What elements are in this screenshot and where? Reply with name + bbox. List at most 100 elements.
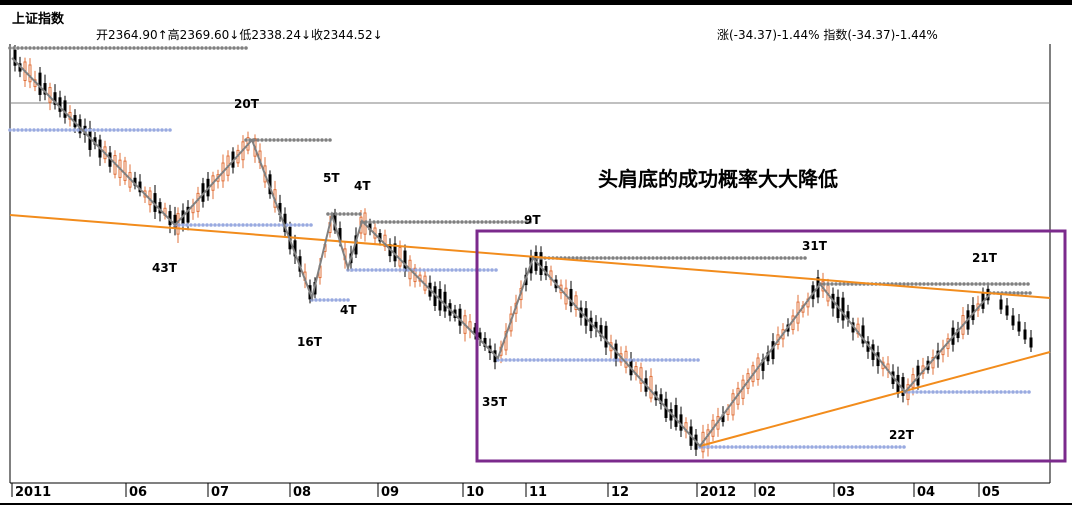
candle-body	[649, 375, 653, 399]
support-dot	[301, 223, 305, 227]
resistance-dot	[152, 46, 156, 50]
resistance-dot	[204, 46, 208, 50]
support-dot	[786, 445, 790, 449]
resistance-dot	[424, 220, 428, 224]
support-dot	[774, 445, 778, 449]
support-dot	[939, 390, 943, 394]
candle-body	[13, 49, 17, 66]
support-dot	[971, 390, 975, 394]
support-dot	[496, 358, 500, 362]
resistance-dot	[8, 46, 12, 50]
uptrend-line	[699, 351, 1051, 447]
support-dot	[128, 128, 132, 132]
candle-body	[771, 341, 775, 360]
support-dot	[201, 223, 205, 227]
resistance-dot	[476, 220, 480, 224]
resistance-dot	[647, 256, 651, 260]
resistance-dot	[799, 256, 803, 260]
resistance-dot	[715, 256, 719, 260]
resistance-dot	[40, 46, 44, 50]
support-dot	[12, 128, 16, 132]
support-dot	[124, 128, 128, 132]
resistance-dot	[615, 256, 619, 260]
support-dot	[326, 298, 330, 302]
support-dot	[390, 268, 394, 272]
support-dot	[528, 358, 532, 362]
resistance-dot	[440, 220, 444, 224]
candle-body	[604, 325, 608, 348]
support-dot	[608, 358, 612, 362]
support-dot	[898, 445, 902, 449]
resistance-dot	[695, 256, 699, 260]
resistance-dot	[962, 282, 966, 286]
support-dot	[422, 268, 426, 272]
support-dot	[358, 268, 362, 272]
resistance-dot	[520, 220, 524, 224]
support-dot	[494, 268, 498, 272]
candle-body	[403, 250, 407, 272]
resistance-dot	[312, 138, 316, 142]
support-dot	[430, 268, 434, 272]
resistance-dot	[464, 220, 468, 224]
support-dot	[927, 390, 931, 394]
downtrend-line	[9, 214, 1051, 299]
resistance-dot	[579, 256, 583, 260]
support-dot	[882, 445, 886, 449]
support-dot	[548, 358, 552, 362]
resistance-dot	[795, 256, 799, 260]
support-dot	[734, 445, 738, 449]
resistance-dot	[1014, 282, 1018, 286]
resistance-dot	[611, 256, 615, 260]
support-dot	[636, 358, 640, 362]
support-dot	[640, 358, 644, 362]
resistance-dot	[404, 220, 408, 224]
x-tick-label: 11	[529, 485, 547, 500]
support-dot	[1027, 390, 1031, 394]
support-dot	[20, 128, 24, 132]
wave-duration-label: 20T	[234, 97, 260, 111]
support-dot	[257, 223, 261, 227]
support-dot	[350, 268, 354, 272]
support-dot	[56, 128, 60, 132]
support-dot	[592, 358, 596, 362]
resistance-dot	[396, 220, 400, 224]
support-dot	[209, 223, 213, 227]
support-dot	[975, 390, 979, 394]
support-dot	[516, 358, 520, 362]
support-dot	[766, 445, 770, 449]
support-dot	[338, 298, 342, 302]
support-dot	[394, 268, 398, 272]
resistance-dot	[994, 282, 998, 286]
support-dot	[314, 298, 318, 302]
top-border	[0, 0, 1072, 5]
resistance-dot	[978, 282, 982, 286]
support-dot	[967, 390, 971, 394]
highlight-box	[475, 229, 1067, 463]
support-dot	[454, 268, 458, 272]
resistance-dot	[224, 46, 228, 50]
support-dot	[354, 268, 358, 272]
support-dot	[217, 223, 221, 227]
resistance-dot	[444, 220, 448, 224]
support-dot	[177, 223, 181, 227]
support-dot	[68, 128, 72, 132]
resistance-dot	[950, 282, 954, 286]
resistance-dot	[104, 46, 108, 50]
resistance-dot	[24, 46, 28, 50]
support-dot	[770, 445, 774, 449]
support-dot	[778, 445, 782, 449]
resistance-dot	[112, 46, 116, 50]
resistance-dot	[338, 212, 342, 216]
candle-body	[186, 206, 190, 223]
candle-body	[443, 291, 447, 312]
support-dot	[894, 445, 898, 449]
candle-body	[43, 83, 47, 95]
support-dot	[947, 390, 951, 394]
support-dot	[834, 445, 838, 449]
resistance-dot	[528, 220, 532, 224]
support-dot	[710, 445, 714, 449]
resistance-dot	[136, 46, 140, 50]
resistance-dot	[140, 46, 144, 50]
support-dot	[189, 223, 193, 227]
